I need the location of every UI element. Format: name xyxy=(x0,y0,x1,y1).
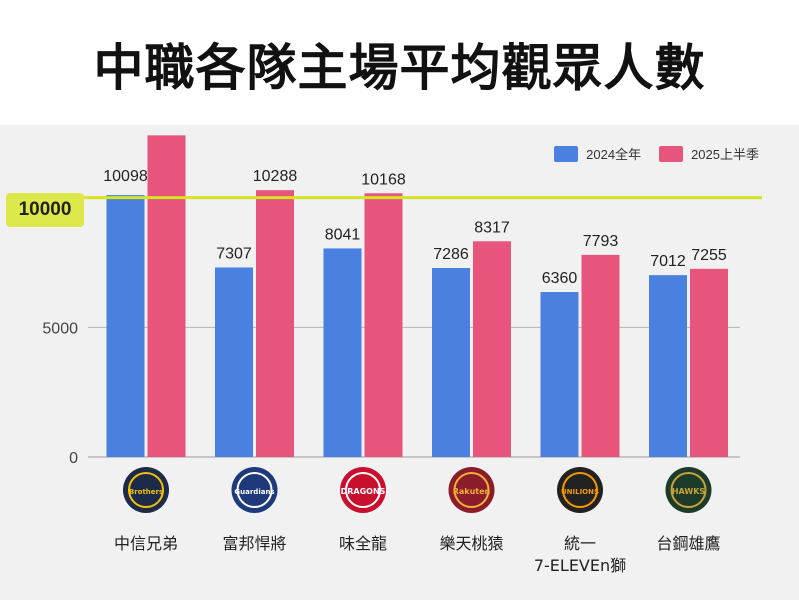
dragons-logo-icon: DRAGONS xyxy=(340,467,386,513)
logo-ring xyxy=(236,472,273,508)
brothers-logo-icon: Brothers xyxy=(123,467,169,513)
category-label: 中信兄弟 xyxy=(81,533,211,555)
legend-label-2024: 2024全年 xyxy=(586,147,642,162)
bar-2024-0 xyxy=(106,195,145,457)
logo-ring xyxy=(670,472,707,508)
category-label: 台鋼雄鷹 xyxy=(624,533,754,555)
bar-value-label: 10168 xyxy=(361,171,406,188)
bar-value-label: 8317 xyxy=(474,219,510,236)
chart-legend: 2024全年 2025上半季 xyxy=(554,144,759,163)
y-tick-label: 0 xyxy=(69,450,78,467)
bar-value-label: 7307 xyxy=(216,245,252,262)
category-label-line: 富邦悍將 xyxy=(222,534,287,553)
logo-ring xyxy=(562,472,598,508)
legend-swatch-2024 xyxy=(554,145,579,162)
category-label-line: 樂天桃猿 xyxy=(439,534,504,553)
category-label-line: 台鋼雄鷹 xyxy=(656,534,721,553)
bar-2025-4 xyxy=(581,254,620,457)
logo-wordmark: UNILIONS xyxy=(561,488,599,496)
legend-item-2025: 2025上半季 xyxy=(659,144,759,163)
legend-swatch-2025 xyxy=(659,145,684,162)
category-label: 味全龍 xyxy=(298,533,428,555)
bar-2025-2 xyxy=(364,193,403,457)
logo-ring xyxy=(453,472,490,508)
logo-wordmark: DRAGONS xyxy=(341,487,386,496)
bar-2024-4 xyxy=(540,292,579,457)
bar-2025-3 xyxy=(473,241,511,457)
category-label: 統一 7-ELEVEn獅 xyxy=(515,533,645,577)
category-label: 樂天桃猿 xyxy=(407,533,537,555)
page-title: 中職各隊主場平均觀眾人數 xyxy=(93,39,706,97)
bar-value-label: 7286 xyxy=(433,246,469,263)
bar-2024-2 xyxy=(323,248,362,457)
reference-line-label: 10000 xyxy=(6,193,84,227)
bar-2025-0 xyxy=(147,135,186,457)
category-label-line: 中信兄弟 xyxy=(113,534,178,553)
bar-value-label: 7012 xyxy=(650,253,686,270)
legend-label-2025: 2025上半季 xyxy=(691,147,759,162)
bar-2024-3 xyxy=(432,268,470,457)
legend-item-2024: 2024全年 xyxy=(554,144,641,163)
monkeys-logo-icon: Rakuten xyxy=(448,467,495,513)
bar-value-label: 7793 xyxy=(583,233,619,250)
logo-ring xyxy=(128,472,164,508)
category-label-line: 7-ELEVEn獅 xyxy=(533,556,627,575)
logo-ring xyxy=(345,472,381,508)
bar-value-label: 7255 xyxy=(691,247,727,264)
guardians-logo-icon: Guardians xyxy=(231,467,278,513)
logo-wordmark: HAWKS xyxy=(672,487,706,496)
category-label-line: 味全龍 xyxy=(338,534,387,553)
category-label: 富邦悍將 xyxy=(190,533,320,555)
bar-2024-1 xyxy=(215,267,253,457)
bar-value-label: 10098 xyxy=(103,168,148,185)
logo-wordmark: Brothers xyxy=(129,488,163,496)
bar-value-label: 8041 xyxy=(325,226,361,243)
category-label-line: 統一 xyxy=(563,534,596,553)
y-tick-label: 5000 xyxy=(42,320,78,337)
bar-value-label: 10288 xyxy=(253,168,298,185)
bar-2024-5 xyxy=(649,275,687,457)
bar-2025-5 xyxy=(690,268,728,457)
lions-logo-icon: UNILIONS xyxy=(557,467,603,513)
logo-wordmark: Rakuten xyxy=(453,487,491,496)
hawks-logo-icon: HAWKS xyxy=(665,467,712,513)
logo-wordmark: Guardians xyxy=(234,488,274,496)
bar-2025-1 xyxy=(256,190,294,457)
bar-value-label: 6360 xyxy=(542,270,578,287)
